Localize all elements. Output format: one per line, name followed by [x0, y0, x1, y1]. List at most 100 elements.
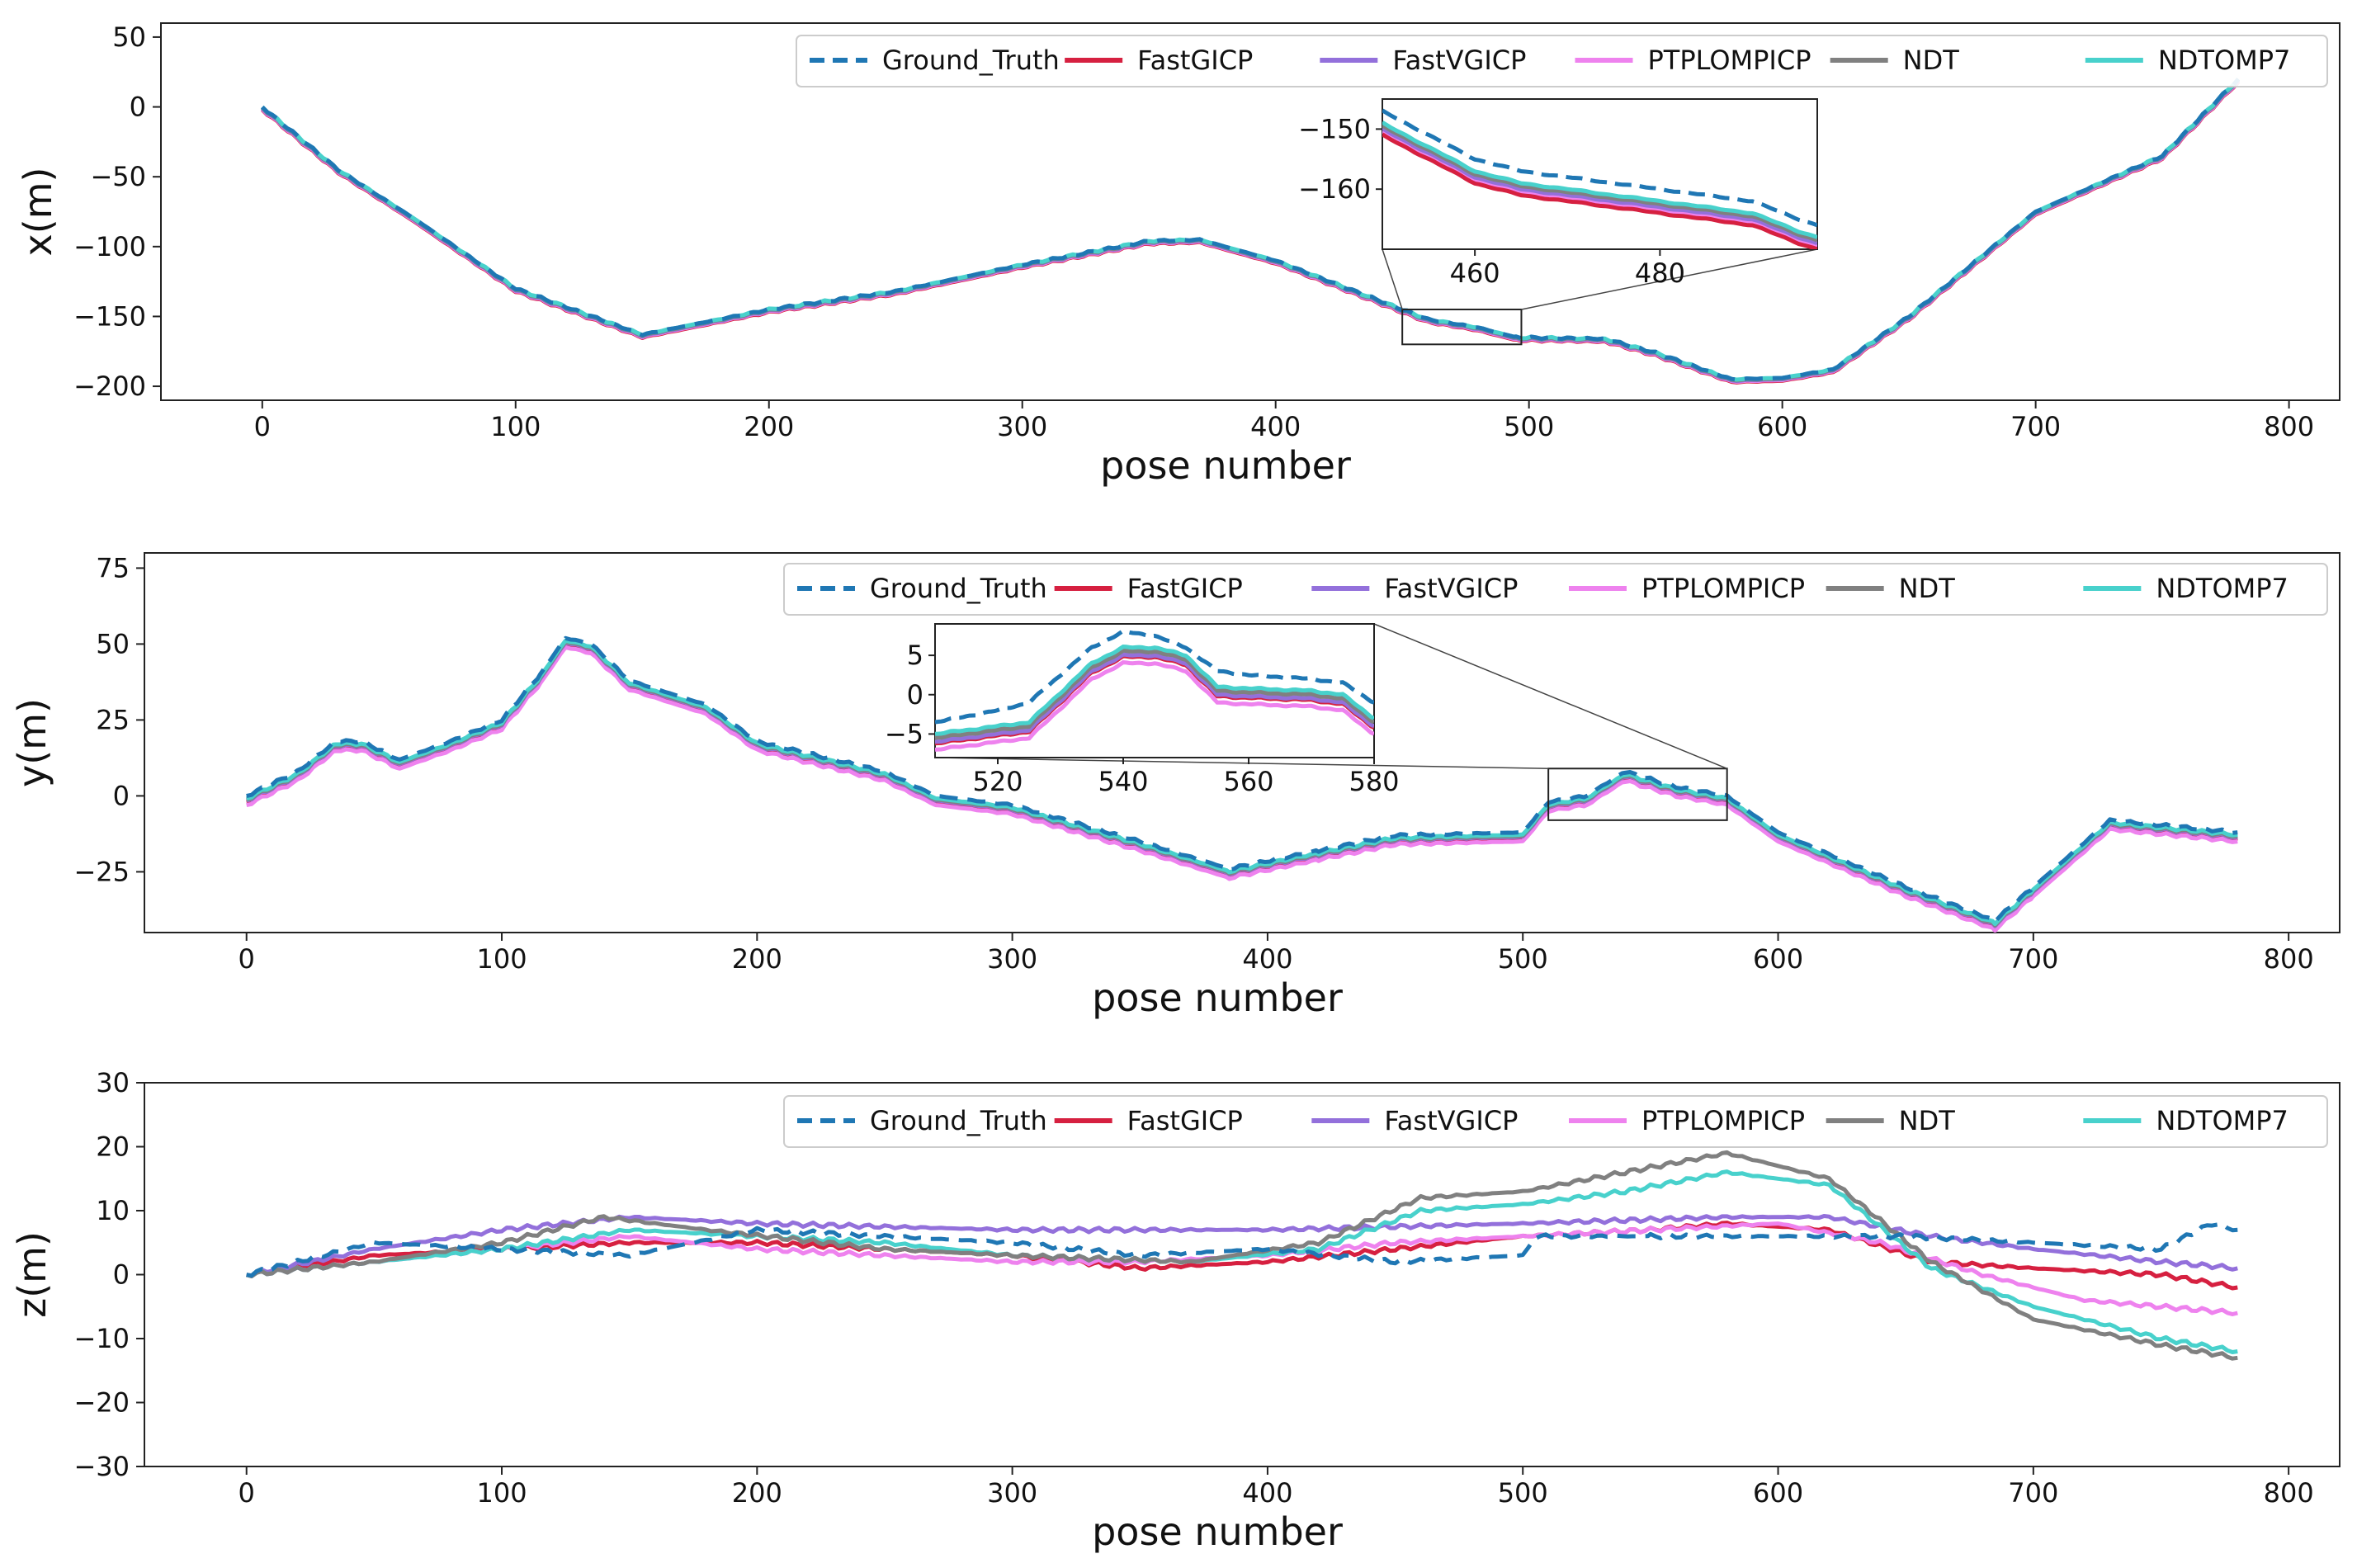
inset-y-tick-label: −5	[885, 718, 923, 749]
inset-x-tick-label: 560	[1223, 766, 1273, 797]
y-tick-label: −100	[73, 231, 146, 262]
inset-y-tick-label: −160	[1298, 173, 1371, 205]
legend-label-fastvgicp: FastVGICP	[1392, 45, 1526, 76]
zoom-connector	[1382, 248, 1403, 310]
y-tick-label: −150	[73, 300, 146, 332]
x-tick-label: 400	[1242, 1477, 1292, 1509]
inset-line-fastvgicp	[935, 652, 1374, 744]
x-tick-label: 700	[2010, 411, 2061, 442]
zoom-region	[1401, 308, 1523, 346]
series-line-ground_truth	[246, 635, 2238, 924]
y-axis-label: y(m)	[10, 698, 54, 787]
legend-frame	[783, 1095, 2328, 1148]
y-tick-label: 75	[96, 552, 130, 583]
series-line-ndtomp7	[261, 78, 2241, 382]
y-tick-label: 50	[112, 21, 146, 53]
series-group	[261, 78, 2241, 385]
inset-line-ndt	[1382, 123, 1817, 243]
legend-label-ndtomp7: NDTOMP7	[2156, 1105, 2289, 1136]
series-line-ground_truth	[261, 78, 2241, 382]
x-axis-label: pose number	[1092, 975, 1343, 1020]
legend-frame	[783, 563, 2328, 616]
x-tick-label: 100	[490, 411, 541, 442]
y-tick-label: −20	[73, 1387, 130, 1419]
series-line-ndtomp7	[246, 1169, 2238, 1354]
x-tick-label: 0	[239, 1477, 255, 1509]
inset-line-ndtomp7	[935, 645, 1374, 736]
chart-panel-z: 0 100 200 300 400 500 600 700 8003020100−10−20−3…	[10, 1067, 2340, 1554]
legend: Ground_Truth FastGICP FastVGICP PTPLOMPICP N…	[796, 35, 2328, 87]
y-tick-label: −25	[73, 856, 130, 887]
inset-y-tick-label: −150	[1298, 113, 1371, 144]
inset-line-fastgicp	[1382, 132, 1817, 249]
legend-label-ptplompicp: PTPLOMPICP	[1641, 1105, 1805, 1136]
legend-label-ndt: NDT	[1899, 1105, 1956, 1136]
x-tick-label: 300	[987, 943, 1037, 975]
chart-panel-x: 0 100 200 300 400 500 600 700 800500−50−100−150−…	[16, 21, 2340, 488]
inset-line-ptplompicp	[935, 660, 1374, 752]
x-axis-label: pose number	[1100, 443, 1351, 488]
legend-label-fastgicp: FastGICP	[1137, 45, 1253, 76]
x-tick-label: 500	[1498, 1477, 1548, 1509]
series-line-ptplompicp	[261, 79, 2241, 384]
legend-label-ndtomp7: NDTOMP7	[2158, 45, 2291, 76]
inset-line-ndtomp7	[1382, 120, 1817, 239]
series-line-ndt	[246, 1150, 2238, 1361]
series-line-ndt	[261, 78, 2241, 383]
x-tick-label: 800	[2264, 411, 2314, 442]
x-tick-label: 0	[239, 943, 255, 975]
x-tick-label: 400	[1242, 943, 1292, 975]
y-tick-label: 20	[96, 1131, 130, 1163]
x-tick-label: 700	[2008, 943, 2058, 975]
y-tick-label: −30	[73, 1451, 130, 1482]
inset-x: 460 480 −150 −160	[1298, 98, 1818, 346]
legend-frame	[796, 35, 2328, 87]
y-tick-label: 30	[96, 1067, 130, 1098]
legend: Ground_Truth FastGICP FastVGICP PTPLOMPICP N…	[783, 563, 2328, 616]
x-tick-label: 500	[1498, 943, 1548, 975]
inset-y: 520 540 560 580 5 0 −5	[885, 623, 1728, 821]
y-tick-label: −10	[73, 1323, 130, 1354]
x-tick-label: 700	[2008, 1477, 2058, 1509]
legend-label-ndtomp7: NDTOMP7	[2156, 573, 2289, 604]
y-tick-label: 0	[113, 1259, 130, 1291]
legend-label-ptplompicp: PTPLOMPICP	[1648, 45, 1811, 76]
x-tick-label: 400	[1250, 411, 1301, 442]
inset-line-ndt	[935, 648, 1374, 740]
x-tick-label: 600	[1757, 411, 1807, 442]
inset-line-ground_truth	[1382, 108, 1817, 228]
x-axis-label: pose number	[1092, 1509, 1343, 1554]
series-group	[246, 1150, 2238, 1361]
x-tick-label: 100	[476, 1477, 527, 1509]
series-group	[246, 635, 2238, 933]
inset-x-tick-label: 460	[1450, 257, 1500, 289]
x-tick-label: 800	[2264, 943, 2314, 975]
x-tick-label: 600	[1753, 943, 1803, 975]
chart-panel-y: 0 100 200 300 400 500 600 700 8007550250−25pose …	[10, 552, 2340, 1020]
legend-label-fastvgicp: FastVGICP	[1384, 573, 1518, 604]
series-line-fastvgicp	[261, 78, 2241, 384]
legend-label-fastgicp: FastGICP	[1127, 573, 1243, 604]
y-axis-label: z(m)	[10, 1231, 54, 1318]
x-tick-label: 300	[997, 411, 1047, 442]
inset-x-tick-label: 520	[972, 766, 1023, 797]
x-tick-label: 500	[1504, 411, 1554, 442]
legend-label-ground_truth: Ground_Truth	[870, 1105, 1047, 1136]
x-tick-label: 600	[1753, 1477, 1803, 1509]
zoom-region	[1547, 767, 1728, 821]
series-line-ndtomp7	[246, 638, 2238, 927]
axes-frame	[160, 22, 2340, 401]
legend-label-fastgicp: FastGICP	[1127, 1105, 1243, 1136]
y-tick-label: 50	[96, 628, 130, 659]
y-axis-label: x(m)	[16, 168, 60, 257]
inset-x-tick-label: 580	[1349, 766, 1399, 797]
inset-line-ground_truth	[935, 628, 1374, 725]
y-tick-label: 0	[113, 780, 130, 811]
legend: Ground_Truth FastGICP FastVGICP PTPLOMPICP N…	[783, 1095, 2328, 1148]
x-tick-label: 200	[744, 411, 794, 442]
zoom-connector	[1373, 623, 1727, 769]
x-tick-label: 200	[732, 1477, 782, 1509]
legend-label-ndt: NDT	[1899, 573, 1956, 604]
legend-label-ground_truth: Ground_Truth	[870, 573, 1047, 604]
